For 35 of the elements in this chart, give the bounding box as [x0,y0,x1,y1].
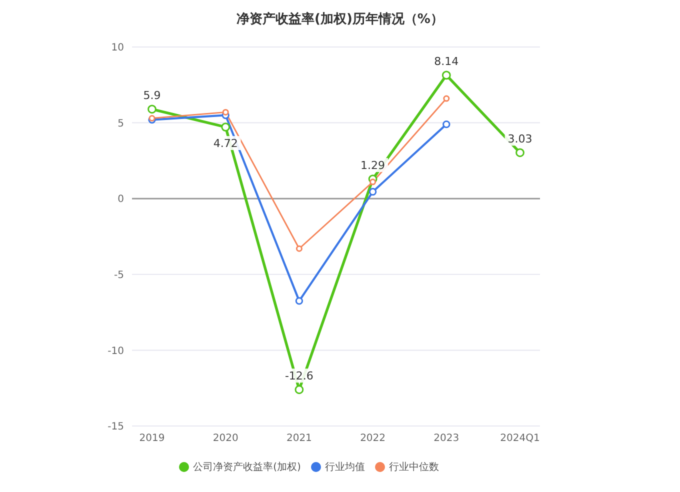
y-tick-label: -15 [108,422,124,433]
point [516,148,524,158]
y-tick-label: 10 [111,42,124,54]
chart-title: 净资产收益率(加权)历年情况（%） [236,10,444,28]
x-tick-label: 2024Q1 [500,433,540,444]
x-tick-label: 2019 [139,433,165,444]
y-tick-label: -10 [108,346,124,357]
point [368,188,377,196]
data-label: -12.6 [284,370,314,383]
point [370,178,376,186]
x-tick-label: 2021 [286,433,312,444]
data-label: 4.72 [213,137,238,150]
data-label: 8.14 [434,55,459,68]
point [443,95,450,102]
point [222,108,229,116]
point [294,385,304,394]
point [148,104,156,114]
x-tick-label: 2023 [434,433,460,444]
data-label: 1.29 [360,159,386,172]
point [442,120,450,128]
data-label: 3.03 [508,132,532,146]
point [221,122,230,132]
x-tick-label: 2020 [212,433,238,444]
legend-label: 公司净资产收益率(加权) [193,462,301,473]
point [442,70,451,80]
point [148,115,156,122]
legend-label: 行业中位数 [388,462,439,473]
x-tick-label: 2022 [360,433,386,444]
y-tick-label: 0 [118,194,124,206]
legend-label: 行业均值 [324,462,365,473]
y-tick-label: 5 [118,118,124,130]
point [296,245,302,252]
data-label: 5.9 [143,89,161,102]
y-tick-label: -5 [114,270,124,281]
point [295,297,304,305]
